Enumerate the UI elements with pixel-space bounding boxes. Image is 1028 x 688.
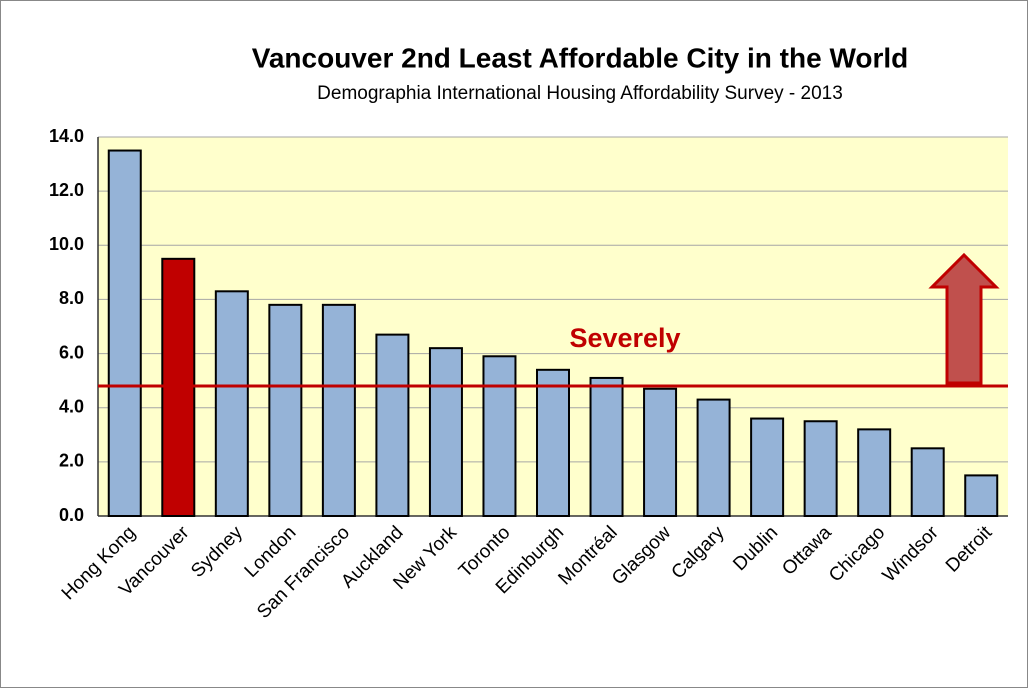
bar bbox=[482, 355, 517, 517]
y-tick-label: 8.0 bbox=[59, 288, 84, 308]
bar bbox=[750, 417, 785, 517]
bar bbox=[803, 420, 838, 517]
y-tick-label: 12.0 bbox=[49, 180, 84, 200]
y-tick-label: 6.0 bbox=[59, 342, 84, 362]
bar bbox=[107, 149, 142, 518]
chart-subtitle: Demographia International Housing Afford… bbox=[317, 83, 843, 104]
bar bbox=[857, 428, 892, 517]
chart-title: Vancouver 2nd Least Affordable City in t… bbox=[252, 42, 909, 73]
bar bbox=[214, 290, 249, 517]
bar bbox=[375, 333, 410, 517]
bar bbox=[428, 347, 463, 517]
bar bbox=[589, 376, 624, 517]
y-tick-label: 14.0 bbox=[49, 126, 84, 146]
bar bbox=[964, 474, 999, 517]
bar bbox=[268, 303, 303, 518]
bar bbox=[910, 447, 945, 518]
y-tick-label: 2.0 bbox=[59, 451, 84, 471]
y-tick-label: 4.0 bbox=[59, 396, 84, 416]
threshold-label: Severely bbox=[569, 323, 680, 353]
y-tick-label: 0.0 bbox=[59, 505, 84, 525]
y-tick-label: 10.0 bbox=[49, 234, 84, 254]
bar bbox=[643, 387, 678, 517]
bar bbox=[536, 368, 570, 518]
bar bbox=[321, 303, 356, 518]
up-arrow bbox=[928, 252, 1000, 385]
bar bbox=[696, 398, 731, 518]
